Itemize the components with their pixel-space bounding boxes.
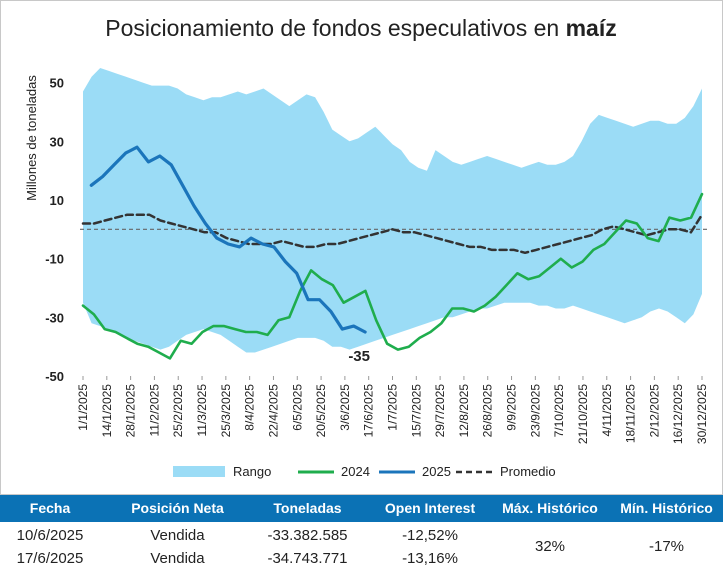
cell-min-historico: -17% [648, 538, 685, 555]
y-tick-label: -50 [45, 369, 64, 384]
table-header: Fecha Posición Neta Toneladas Open Inter… [0, 495, 723, 522]
x-tick-label: 2/12/2025 [647, 384, 661, 438]
legend-label-rango: Rango [233, 464, 271, 479]
x-tick-label: 30/12/2025 [695, 384, 709, 444]
x-tick-label: 11/2/2025 [147, 384, 161, 437]
col-header-max-historico: Máx. Histórico [502, 500, 598, 516]
x-tick-label: 1/7/2025 [386, 384, 400, 431]
s2024-line [81, 192, 704, 360]
col-header-toneladas: Toneladas [273, 500, 342, 516]
x-tick-label: 28/1/2025 [124, 384, 138, 438]
x-tick-label: 21/10/2025 [576, 384, 590, 444]
x-tick-label: 18/11/2025 [624, 384, 638, 443]
legend-swatch-rango [173, 466, 225, 477]
positioning-chart: Posicionamiento de fondos especulativos … [0, 0, 723, 495]
y-axis-ticks: 50 30 10 -10 -30 -50 [45, 76, 64, 384]
legend-label-promedio: Promedio [500, 464, 556, 479]
legend-item-2025: 2025 [379, 464, 451, 479]
x-tick-label: 12/8/2025 [457, 384, 471, 438]
legend-label-2024: 2024 [341, 464, 370, 479]
x-tick-label: 26/8/2025 [481, 384, 495, 438]
cell-toneladas: -33.382.585 [267, 527, 348, 544]
x-tick-label: 1/1/2025 [76, 384, 90, 431]
cell-posicion: Vendida [150, 527, 205, 544]
col-header-open-interest: Open Interest [384, 500, 476, 516]
x-tick-label: 22/4/2025 [266, 384, 280, 438]
cell-max-historico: 32% [534, 538, 566, 555]
x-tick-label: 20/5/2025 [314, 384, 328, 438]
x-tick-label: 8/4/2025 [243, 384, 257, 431]
x-tick-label: 3/6/2025 [338, 384, 352, 431]
x-tick-label: 4/11/2025 [600, 384, 614, 437]
legend-item-promedio: Promedio [456, 464, 556, 479]
last-value-annotation: -35 [348, 348, 370, 365]
cell-posicion: Vendida [150, 550, 205, 567]
x-tick-label: 23/9/2025 [528, 384, 542, 438]
cell-open-interest: -12,52% [402, 527, 458, 544]
legend: Rango 2024 2025 Promedio [173, 464, 556, 479]
x-tick-label: 17/6/2025 [362, 384, 376, 438]
cell-fecha: 17/6/2025 [16, 550, 84, 567]
col-header-min-historico: Mín. Histórico [620, 500, 713, 516]
y-tick-label: 10 [50, 193, 64, 208]
cell-toneladas: -34.743.771 [267, 550, 348, 567]
y-tick-label: 50 [50, 76, 64, 91]
y-tick-label: -10 [45, 252, 64, 267]
col-header-fecha: Fecha [29, 500, 71, 516]
x-tick-label: 16/12/2025 [671, 384, 685, 444]
x-tick-label: 6/5/2025 [290, 384, 304, 431]
x-tick-label: 7/10/2025 [552, 384, 566, 438]
legend-label-2025: 2025 [422, 464, 451, 479]
cell-fecha: 10/6/2025 [16, 527, 84, 544]
x-tick-label: 9/9/2025 [505, 384, 519, 431]
y-tick-label: -30 [45, 310, 64, 325]
x-tick-label: 29/7/2025 [433, 384, 447, 438]
legend-item-rango: Rango [173, 464, 271, 479]
y-tick-label: 30 [50, 134, 64, 149]
col-header-posicion-neta: Posición Neta [131, 500, 224, 516]
y-axis-label: Millones de toneladas [24, 75, 39, 201]
x-axis-ticks: 1/1/2025 14/1/2025 28/1/2025 11/2/2025 25/2/… [76, 376, 709, 444]
position-table: Fecha Posición Neta Toneladas Open Inter… [0, 495, 723, 571]
chart-title: Posicionamiento de fondos especulativos … [105, 15, 616, 41]
s2025-line [89, 145, 367, 334]
legend-item-2024: 2024 [298, 464, 370, 479]
plot-area [80, 68, 707, 360]
x-tick-label: 25/2/2025 [171, 384, 185, 438]
x-tick-label: 14/1/2025 [100, 384, 114, 438]
promedio-line [81, 213, 704, 255]
x-tick-label: 11/3/2025 [195, 384, 209, 437]
rango-band [83, 68, 702, 353]
x-tick-label: 15/7/2025 [409, 384, 423, 438]
cell-open-interest: -13,16% [402, 550, 458, 567]
x-tick-label: 25/3/2025 [219, 384, 233, 438]
